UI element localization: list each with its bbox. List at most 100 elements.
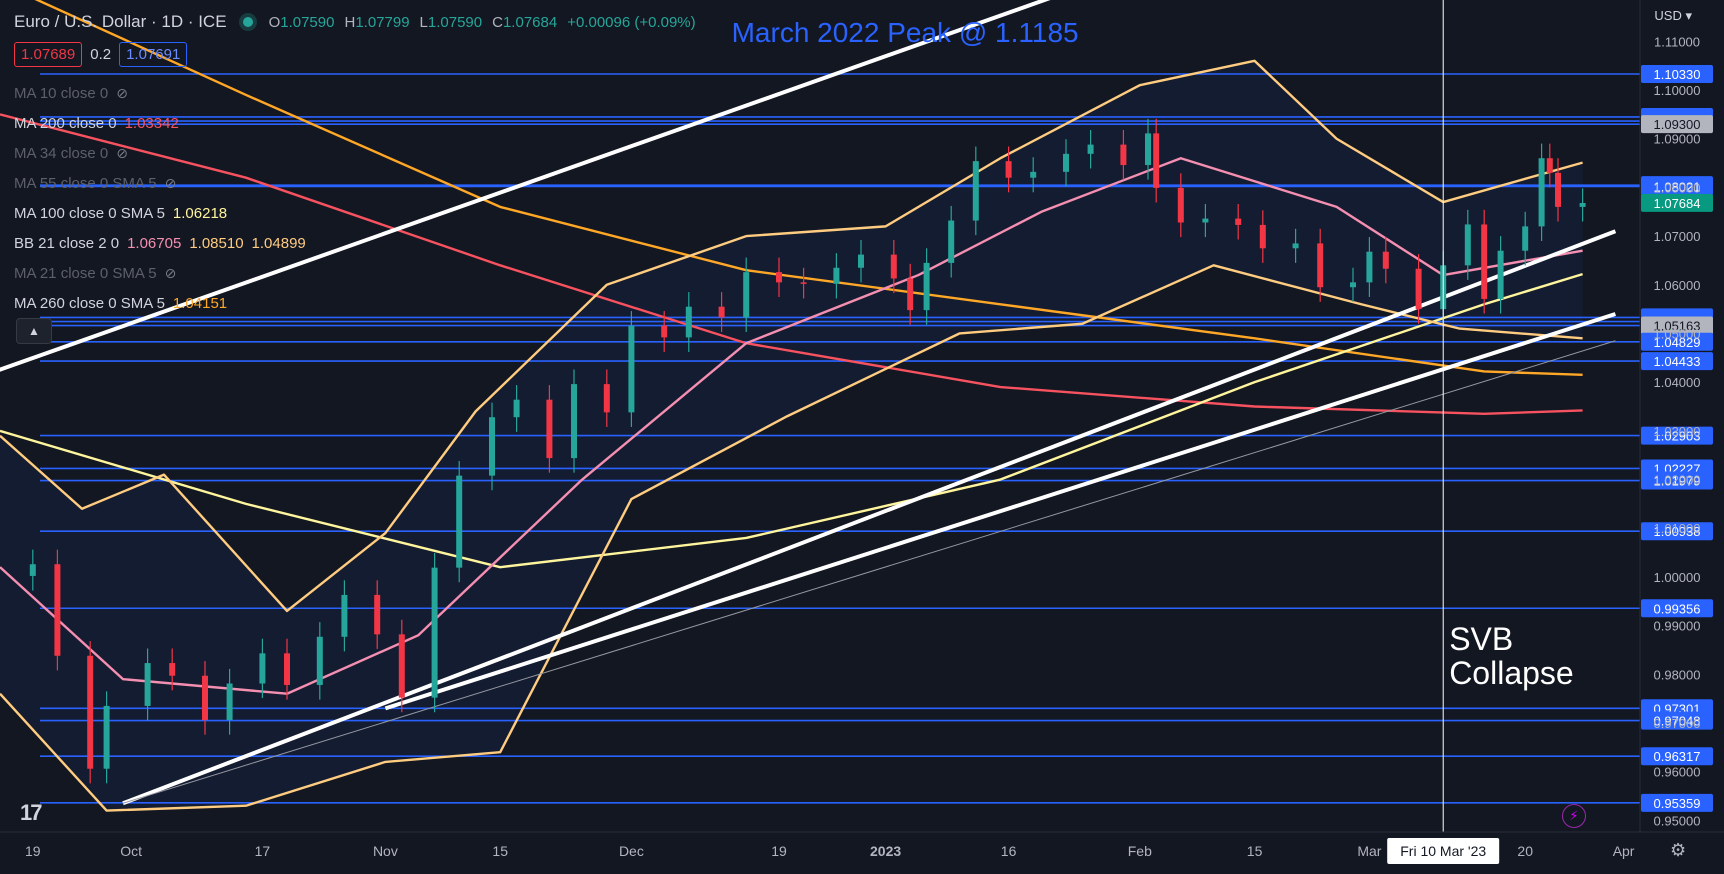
- candle-body: [1555, 172, 1561, 207]
- level-price-tag: [1641, 115, 1713, 134]
- eye-off-icon[interactable]: ⊘: [116, 84, 128, 101]
- level-price-label: 0.99356: [1654, 601, 1701, 616]
- annotation-word: SVB: [1449, 621, 1513, 657]
- candle-body: [1497, 250, 1504, 299]
- candle-body: [1579, 203, 1586, 207]
- candle-body: [259, 653, 266, 684]
- indicator-row[interactable]: MA 55 close 0 SMA 5 ⊘: [14, 168, 306, 198]
- candle-body: [374, 594, 381, 635]
- candle-body: [1030, 171, 1037, 178]
- tradingview-logo-icon[interactable]: 17: [20, 800, 43, 825]
- series-line: [0, 157, 1583, 695]
- level-price-tag: [1641, 599, 1713, 618]
- symbol-title[interactable]: Euro / U.S. Dollar · 1D · ICE: [14, 12, 227, 31]
- level-price-label: 1.02903: [1654, 429, 1701, 444]
- eye-off-icon[interactable]: ⊘: [164, 174, 177, 191]
- candle-body: [87, 655, 94, 769]
- indicator-value: 1.06705: [127, 234, 182, 252]
- y-tick-label: 0.95000: [1654, 813, 1701, 828]
- candle-body: [1382, 251, 1389, 269]
- annotation-svb: SVB Collapse: [1449, 621, 1574, 691]
- candle-body: [718, 306, 725, 318]
- candle-body: [284, 653, 290, 685]
- lightning-icon[interactable]: ⚡: [1562, 804, 1586, 828]
- level-price-tag: [1641, 711, 1713, 730]
- series-line: [0, 264, 1583, 812]
- y-tick-label: 0.96000: [1654, 765, 1701, 780]
- level-price-label: 0.95359: [1654, 796, 1701, 811]
- gear-icon[interactable]: ⚙: [1670, 840, 1687, 860]
- y-axis: 1.11000 1.10000 1.09000 1.08000 1.07000 1.060…: [1639, 0, 1701, 832]
- level-price-label: 1.01979: [1654, 474, 1701, 489]
- buy-price-button[interactable]: 1.07691: [119, 42, 188, 67]
- trend-line: [122, 229, 1617, 806]
- eye-off-icon[interactable]: ⊘: [116, 144, 128, 161]
- candle-body: [1145, 133, 1151, 166]
- indicator-row[interactable]: MA 34 close 0 ⊘: [14, 138, 306, 168]
- candle-body: [1005, 161, 1012, 178]
- candle-body: [923, 262, 930, 311]
- candle-body: [29, 564, 36, 576]
- level-price-label: 0.96317: [1654, 749, 1701, 764]
- ohlc-low: L1.07590: [419, 13, 483, 31]
- x-axis: 19 Oct 17 Nov 15 Dec 19 2023 16 Feb 15 Mar 20 Apr Fri …: [0, 831, 1724, 864]
- series-line: [34, 0, 1583, 377]
- candle-body: [1292, 243, 1299, 249]
- level-price-tag: [1641, 316, 1713, 335]
- x-tick-label: 19: [771, 843, 787, 859]
- x-tick-label: 17: [255, 843, 271, 859]
- ohlc-readout: O1.07590 H1.07799 L1.07590 C1.07684 +0.0…: [269, 14, 696, 31]
- indicator-row[interactable]: MA 260 close 0 SMA 5 1.04151: [14, 288, 306, 318]
- indicator-legend: MA 10 close 0 ⊘ MA 200 close 0 1.03342 MA 34…: [14, 78, 306, 318]
- indicator-row[interactable]: MA 10 close 0 ⊘: [14, 78, 306, 108]
- indicator-row[interactable]: BB 21 close 2 0 1.06705 1.08510 1.04899: [14, 228, 306, 258]
- level-price-label: 1.00938: [1654, 524, 1701, 539]
- candle-body: [776, 272, 782, 283]
- y-tick-label: 1.03000: [1654, 424, 1701, 439]
- y-tick-label: 0.98000: [1654, 667, 1701, 682]
- level-price-tag: [1641, 352, 1713, 371]
- x-tick-label: Nov: [373, 843, 398, 859]
- level-price-tag: [1641, 193, 1713, 212]
- candle-body: [972, 161, 979, 221]
- trend-line: [122, 340, 1616, 804]
- y-tick-label: 1.09000: [1654, 132, 1701, 147]
- candle-body: [546, 399, 553, 459]
- candle-body: [103, 705, 110, 769]
- indicator-label: MA 34 close 0: [14, 144, 109, 162]
- currency-selector[interactable]: USD ▾: [1654, 8, 1692, 23]
- candle-body: [1366, 251, 1373, 283]
- candle-body: [1317, 243, 1324, 288]
- level-price-label: 1.04433: [1654, 354, 1701, 369]
- level-price-label: 1.07684: [1654, 196, 1701, 211]
- indicator-label: MA 10 close 0: [14, 84, 109, 102]
- candle-body: [1153, 133, 1160, 188]
- candle-body: [628, 325, 635, 413]
- indicator-row[interactable]: MA 21 close 0 SMA 5 ⊘: [14, 258, 306, 288]
- candle-body: [1202, 218, 1209, 223]
- x-tick-label: Apr: [1613, 843, 1635, 859]
- trend-line: [0, 0, 1051, 372]
- candle-body: [800, 282, 807, 284]
- candle-body: [1259, 224, 1266, 249]
- eye-off-icon[interactable]: ⊘: [164, 264, 177, 281]
- indicator-label: BB 21 close 2 0: [14, 234, 120, 252]
- indicator-value: 1.04899: [251, 234, 306, 252]
- x-tick-label: 15: [492, 843, 508, 859]
- x-tick-label: Oct: [120, 843, 142, 859]
- indicator-row[interactable]: MA 200 close 0 1.03342: [14, 108, 306, 138]
- x-tick-label: Mar: [1357, 843, 1381, 859]
- level-price-tag: [1641, 522, 1713, 541]
- candle-body: [1087, 144, 1094, 154]
- chevron-up-icon: ▲: [28, 324, 40, 338]
- indicator-row[interactable]: MA 100 close 0 SMA 5 1.06218: [14, 198, 306, 228]
- collapse-legend-button[interactable]: ▲: [16, 318, 52, 344]
- candle-body: [603, 384, 610, 413]
- level-price-tag: [1641, 177, 1713, 196]
- candle-body: [661, 325, 668, 338]
- y-tick-label: 1.00000: [1654, 570, 1701, 585]
- crosshair-date-label: Fri 10 Mar '23: [1400, 843, 1486, 859]
- sell-price-button[interactable]: 1.07689: [14, 42, 83, 67]
